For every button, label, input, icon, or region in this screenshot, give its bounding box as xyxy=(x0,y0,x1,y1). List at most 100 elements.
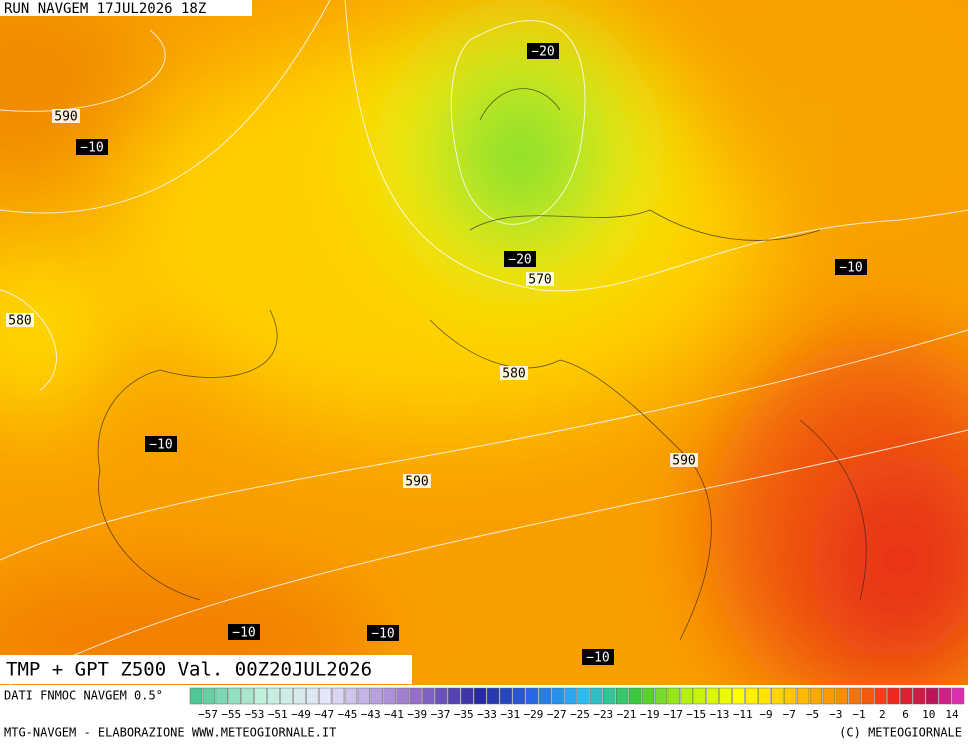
contour-label: −10 xyxy=(839,261,862,276)
legend-swatch xyxy=(913,687,926,705)
contour-label: −10 xyxy=(232,626,255,641)
legend-label: −19 xyxy=(640,708,660,721)
field xyxy=(0,0,968,685)
legend-swatch xyxy=(616,687,629,705)
legend-label: −13 xyxy=(710,708,730,721)
legend-label: 6 xyxy=(902,708,909,721)
legend-swatch xyxy=(189,687,203,705)
contour-label-box xyxy=(582,649,614,665)
legend-swatch xyxy=(306,687,319,705)
legend-swatch xyxy=(822,687,836,705)
legend-swatch xyxy=(525,687,538,705)
contour-label-box xyxy=(403,474,431,488)
legend-label: −47 xyxy=(314,708,334,721)
legend-label: −5 xyxy=(806,708,819,721)
legend-swatch xyxy=(344,687,358,705)
legend-swatch xyxy=(461,687,474,705)
legend-swatch xyxy=(357,687,371,705)
contour-label: −20 xyxy=(508,253,531,268)
legend-label: −15 xyxy=(686,708,706,721)
contour-label: −10 xyxy=(149,438,172,453)
legend-swatch xyxy=(383,687,396,705)
legend-label: −43 xyxy=(361,708,381,721)
run-label: RUN NAVGEM 17JUL2026 18Z xyxy=(4,1,206,17)
contour-label: −10 xyxy=(371,627,394,642)
legend-label: −21 xyxy=(617,708,637,721)
contour-label-box xyxy=(835,259,867,275)
contour-label-box xyxy=(670,453,698,467)
legend-swatch xyxy=(641,687,655,705)
contour-label-box xyxy=(76,139,108,155)
legend-swatch xyxy=(409,687,422,705)
contour-label: 570 xyxy=(528,273,551,288)
legend-swatch xyxy=(887,687,900,705)
legend-label: −3 xyxy=(829,708,842,721)
legend-swatch xyxy=(564,687,577,705)
legend-label: 14 xyxy=(945,708,959,721)
legend-swatch xyxy=(603,687,616,705)
legend-swatch xyxy=(473,687,487,705)
legend-swatch xyxy=(628,687,642,705)
legend-swatch xyxy=(202,687,216,705)
contour-label-box xyxy=(145,436,177,452)
legend-swatch xyxy=(551,687,564,705)
contour-label: 590 xyxy=(672,454,695,469)
legend-swatch xyxy=(783,687,797,705)
legend-swatch xyxy=(719,687,732,705)
legend-swatch xyxy=(654,687,668,705)
legend-label: −29 xyxy=(524,708,544,721)
map-title: TMP + GPT Z500 Val. 00Z20JUL2026 xyxy=(6,659,372,681)
legend-swatch xyxy=(848,687,861,705)
legend-label: −49 xyxy=(291,708,311,721)
legend-swatch xyxy=(874,687,887,705)
legend-swatch xyxy=(745,687,758,705)
legend-swatch xyxy=(512,687,526,705)
contour-label: 580 xyxy=(502,367,525,382)
legend-swatch xyxy=(758,687,771,705)
contour-label-box xyxy=(6,313,34,327)
legend-swatch xyxy=(590,687,603,705)
contour-label: −20 xyxy=(531,45,554,60)
legend-swatch xyxy=(318,687,332,705)
legend-swatch xyxy=(796,687,810,705)
legend-label: −17 xyxy=(663,708,683,721)
contour-label: 590 xyxy=(54,110,77,125)
legend-swatch xyxy=(732,687,745,705)
legend-label: −11 xyxy=(733,708,753,721)
legend-label: 2 xyxy=(879,708,886,721)
legend-swatch xyxy=(900,687,913,705)
contour-label-box xyxy=(504,251,536,267)
contour-label-box xyxy=(500,366,528,380)
legend-label: 10 xyxy=(922,708,935,721)
footer-right: (C) METEOGIORNALE xyxy=(839,726,962,740)
legend-label: −53 xyxy=(245,708,265,721)
legend-swatch xyxy=(396,687,409,705)
title-box xyxy=(0,655,412,684)
legend-label: −23 xyxy=(593,708,613,721)
legend-swatch xyxy=(809,687,823,705)
legend-label: −27 xyxy=(547,708,567,721)
legend-swatch xyxy=(693,687,706,705)
legend-swatch xyxy=(926,687,939,705)
contour-label-box xyxy=(228,624,260,640)
legend-label: −1 xyxy=(852,708,865,721)
legend-label: −25 xyxy=(570,708,590,721)
legend-swatch xyxy=(951,687,965,705)
legend-swatch xyxy=(293,687,306,705)
contour-label-box xyxy=(526,272,554,286)
legend-swatch xyxy=(267,687,280,705)
legend-label: −37 xyxy=(431,708,451,721)
legend-swatch xyxy=(435,687,448,705)
legend-swatch xyxy=(861,687,874,705)
legend-swatch xyxy=(331,687,345,705)
legend-swatch xyxy=(706,687,719,705)
legend-label: −55 xyxy=(221,708,241,721)
legend-swatch xyxy=(771,687,784,705)
legend-swatch xyxy=(448,687,461,705)
legend-swatch xyxy=(835,687,848,705)
contour-label: 580 xyxy=(8,314,31,329)
legend-label: −7 xyxy=(783,708,796,721)
contour-label-box xyxy=(52,109,80,123)
legend-label: −45 xyxy=(338,708,358,721)
